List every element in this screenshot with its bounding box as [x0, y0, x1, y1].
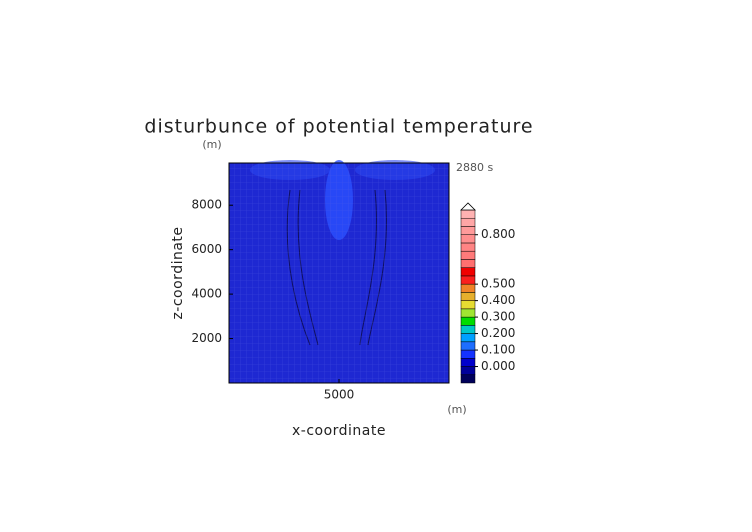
colorbar-segment	[460, 217, 476, 227]
colorbar-tick-label: 0.100	[481, 343, 515, 357]
colorbar-segment	[460, 325, 476, 334]
colorbar-segment	[460, 292, 476, 301]
x-tick-label: 5000	[324, 388, 355, 402]
colorbar-segment	[460, 259, 476, 268]
colorbar-segment	[460, 226, 476, 235]
y-tick-label: 8000	[191, 198, 222, 212]
colorbar-segment	[460, 308, 476, 318]
y-tick-label: 6000	[191, 242, 222, 256]
colorbar-tick-label: 0.800	[481, 227, 515, 241]
colorbar-segment	[460, 366, 476, 376]
colorbar-segment	[460, 341, 476, 351]
y-tick-label: 4000	[191, 287, 222, 301]
colorbar-segment	[460, 283, 476, 293]
y-tick-label: 2000	[191, 331, 222, 345]
x-axis-label: x-coordinate	[292, 423, 386, 439]
colorbar-segment	[460, 333, 476, 343]
y-unit: (m)	[202, 138, 221, 151]
colorbar-segment	[460, 349, 476, 359]
colorbar-segment	[460, 275, 476, 285]
colorbar-segment	[460, 374, 476, 384]
colorbar-segment	[460, 300, 476, 310]
colorbar-segment	[460, 316, 476, 326]
x-unit: (m)	[447, 403, 466, 416]
colorbar-tick-label: 0.300	[481, 310, 515, 324]
colorbar-segment	[460, 242, 476, 252]
colorbar-segment	[460, 209, 476, 219]
y-axis-label: z-coordinate	[170, 226, 186, 319]
colorbar-arrow	[460, 202, 476, 211]
colorbar-segment	[460, 250, 476, 260]
chart-title: disturbunce of potential temperature	[144, 116, 533, 138]
grid-texture	[229, 163, 449, 383]
colorbar-tick-label: 0.400	[481, 293, 515, 307]
colorbar-segment	[460, 358, 476, 367]
colorbar-tick-label: 0.500	[481, 277, 515, 291]
colorbar-segment	[460, 234, 476, 244]
colorbar-tick-label: 0.200	[481, 326, 515, 340]
colorbar-segment	[460, 267, 476, 277]
time-label: 2880 s	[456, 161, 493, 174]
colorbar-tick-label: 0.000	[481, 359, 515, 373]
